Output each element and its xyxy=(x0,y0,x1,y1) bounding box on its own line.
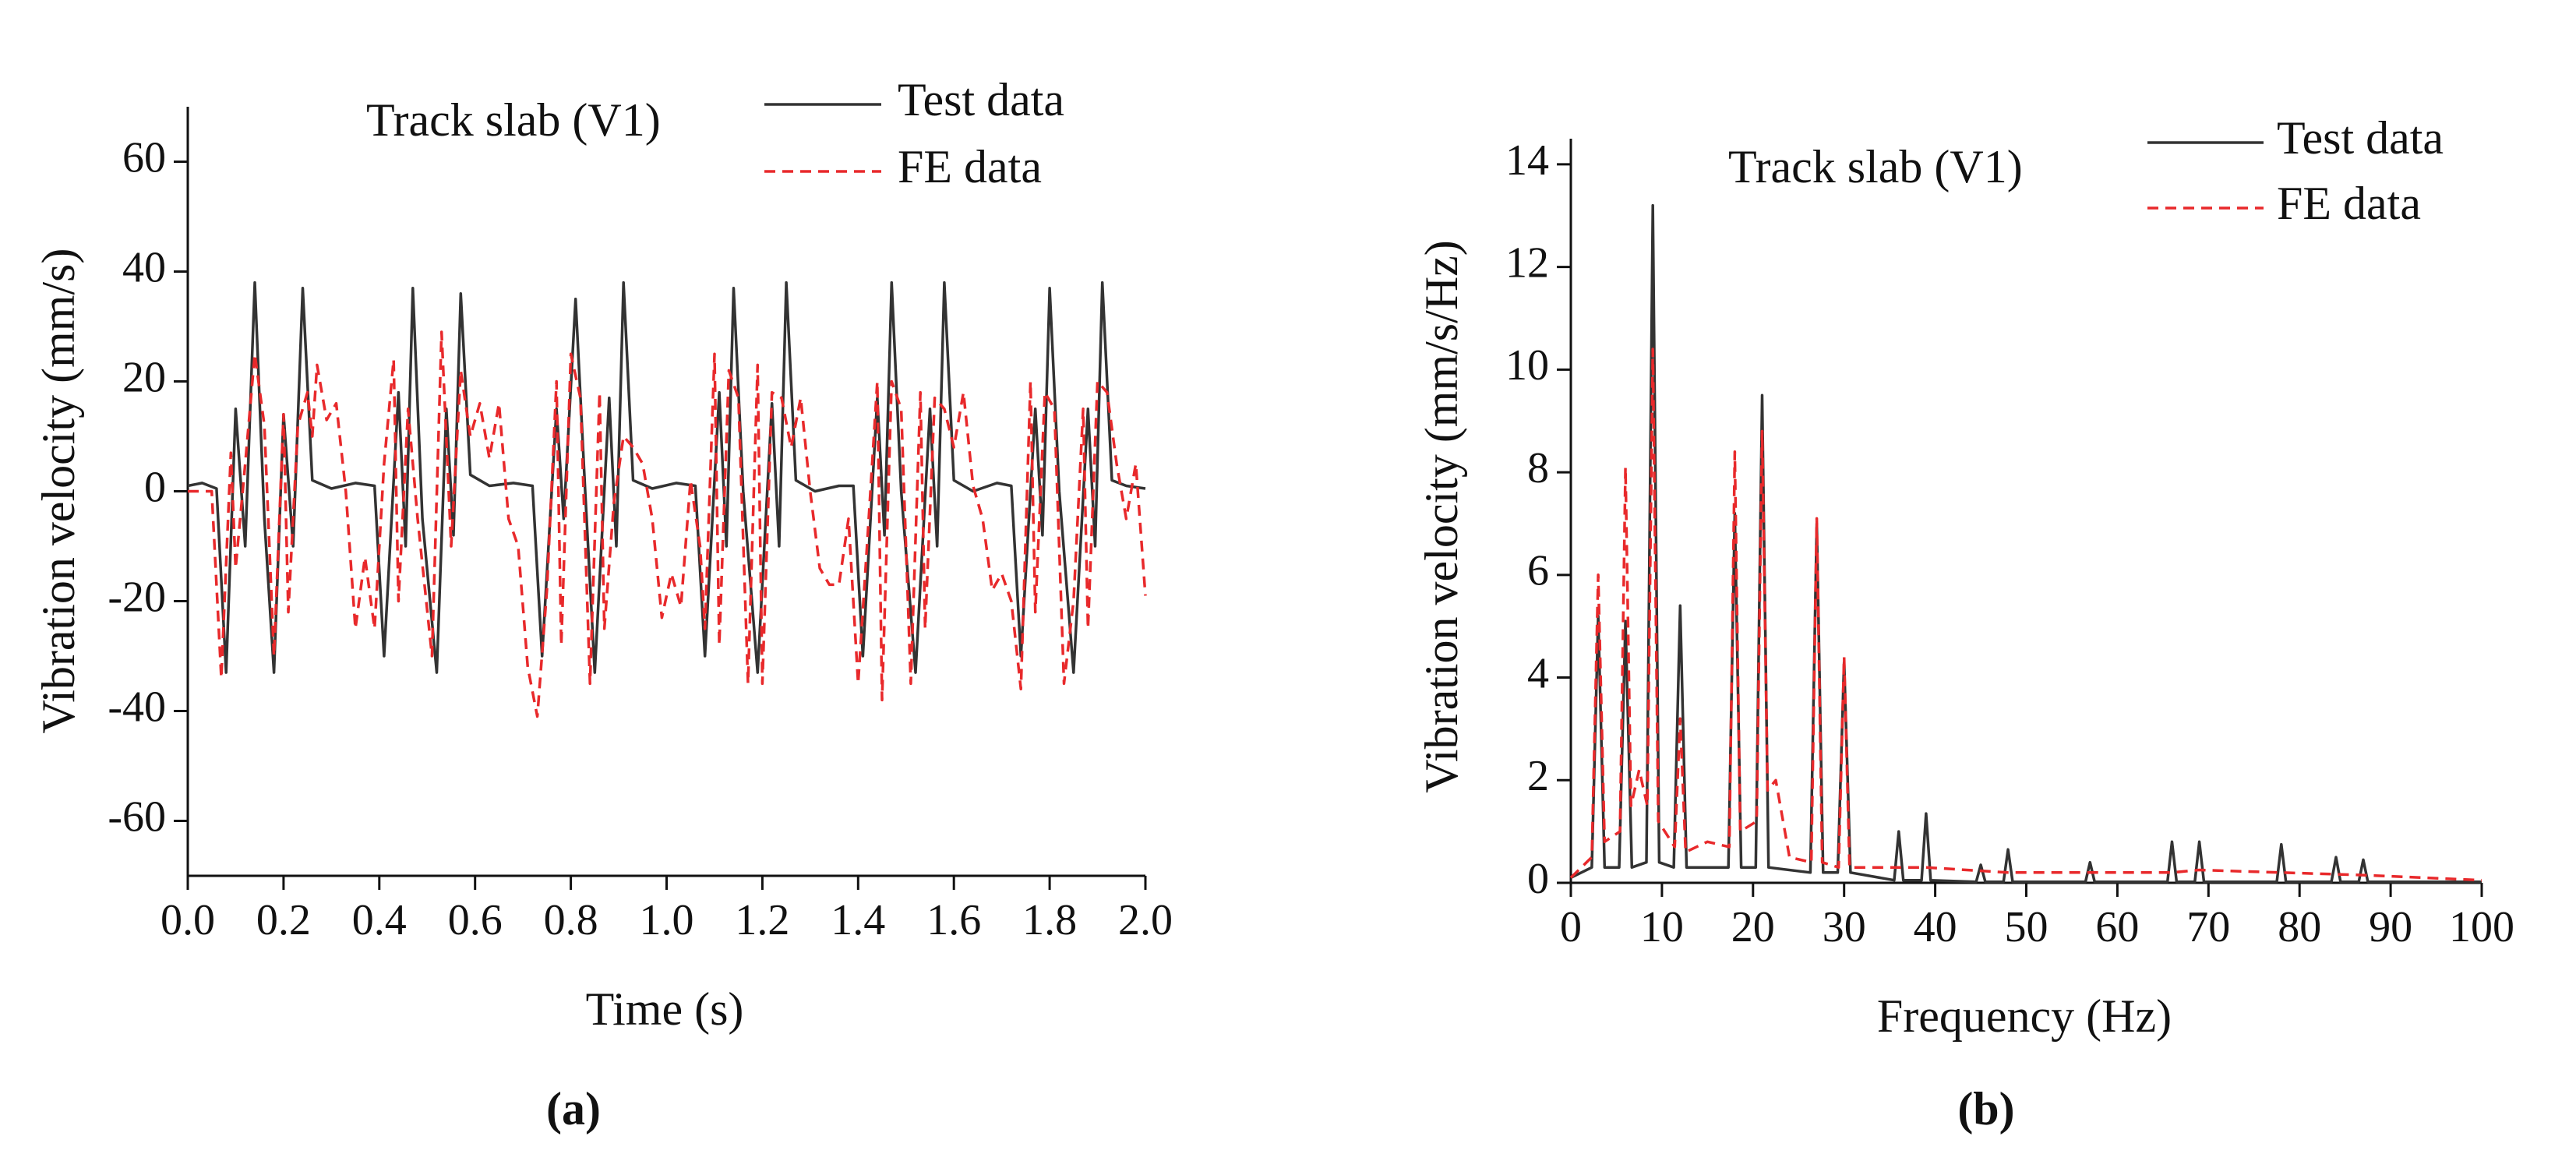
x-tick-label: 90 xyxy=(2369,903,2412,951)
caption: (a) xyxy=(546,1083,601,1135)
y-axis-label: Vibration velocity (mm/s) xyxy=(33,249,84,734)
x-tick-label: 40 xyxy=(1914,903,1957,951)
y-tick-label: 20 xyxy=(122,353,166,401)
x-tick-label: 0.8 xyxy=(544,896,598,944)
legend-label: Test data xyxy=(2277,112,2444,164)
y-tick-label: 0 xyxy=(1527,855,1549,903)
y-tick-label: -40 xyxy=(108,683,166,731)
x-axis-label: Frequency (Hz) xyxy=(1877,990,2172,1042)
x-tick-label: 30 xyxy=(1823,903,1866,951)
y-tick-label: 2 xyxy=(1527,752,1549,800)
x-tick-label: 0.2 xyxy=(256,896,311,944)
y-tick-label: 4 xyxy=(1527,649,1549,697)
legend-label: Test data xyxy=(898,74,1064,125)
x-tick-label: 70 xyxy=(2186,903,2230,951)
legend-label: FE data xyxy=(2277,178,2421,229)
x-tick-label: 10 xyxy=(1640,903,1684,951)
y-tick-label: 6 xyxy=(1527,547,1549,595)
x-tick-label: 0.4 xyxy=(352,896,407,944)
x-axis-label: Time (s) xyxy=(586,983,744,1035)
x-tick-label: 0.0 xyxy=(161,896,215,944)
y-tick-label: 40 xyxy=(122,243,166,291)
x-tick-label: 60 xyxy=(2095,903,2139,951)
chart-title: Track slab (V1) xyxy=(1728,141,2023,192)
y-tick-label: 12 xyxy=(1505,238,1549,287)
x-tick-label: 1.4 xyxy=(831,896,885,944)
y-tick-label: 0 xyxy=(144,463,166,511)
y-tick-label: 10 xyxy=(1505,341,1549,390)
x-tick-label: 1.6 xyxy=(926,896,981,944)
series-line xyxy=(188,330,1147,718)
x-tick-label: 20 xyxy=(1731,903,1775,951)
x-tick-label: 0.6 xyxy=(448,896,503,944)
y-tick-label: 60 xyxy=(122,133,166,182)
series-line xyxy=(1570,203,2482,884)
y-tick-label: 14 xyxy=(1505,136,1549,185)
x-tick-label: 100 xyxy=(2449,903,2514,951)
x-tick-label: 1.2 xyxy=(735,896,789,944)
chart-title: Track slab (V1) xyxy=(366,94,661,146)
series-line xyxy=(1569,348,2482,882)
caption: (b) xyxy=(1957,1083,2014,1135)
x-tick-label: 1.0 xyxy=(640,896,694,944)
series-line xyxy=(187,281,1146,674)
x-tick-label: 80 xyxy=(2278,903,2321,951)
y-tick-label: 8 xyxy=(1527,444,1549,492)
y-tick-label: -60 xyxy=(108,792,166,841)
x-tick-label: 50 xyxy=(2005,903,2048,951)
x-tick-label: 2.0 xyxy=(1118,896,1173,944)
x-tick-label: 0 xyxy=(1560,903,1582,951)
y-axis-label: Vibration velocity (mm/s/Hz) xyxy=(1416,240,1467,793)
x-tick-label: 1.8 xyxy=(1022,896,1077,944)
legend-label: FE data xyxy=(898,141,1042,192)
y-tick-label: -20 xyxy=(108,573,166,621)
